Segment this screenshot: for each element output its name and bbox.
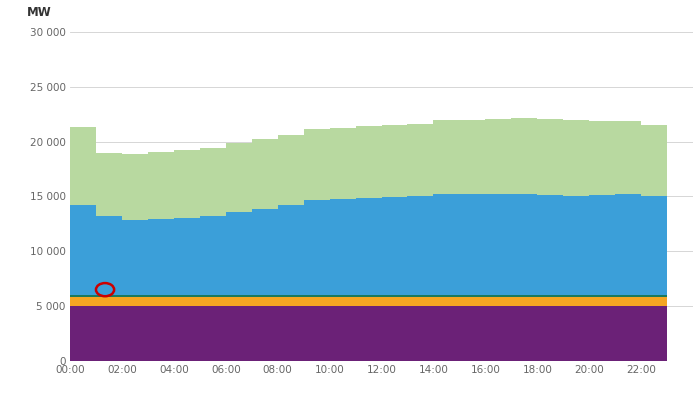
Text: MW: MW	[27, 6, 51, 19]
